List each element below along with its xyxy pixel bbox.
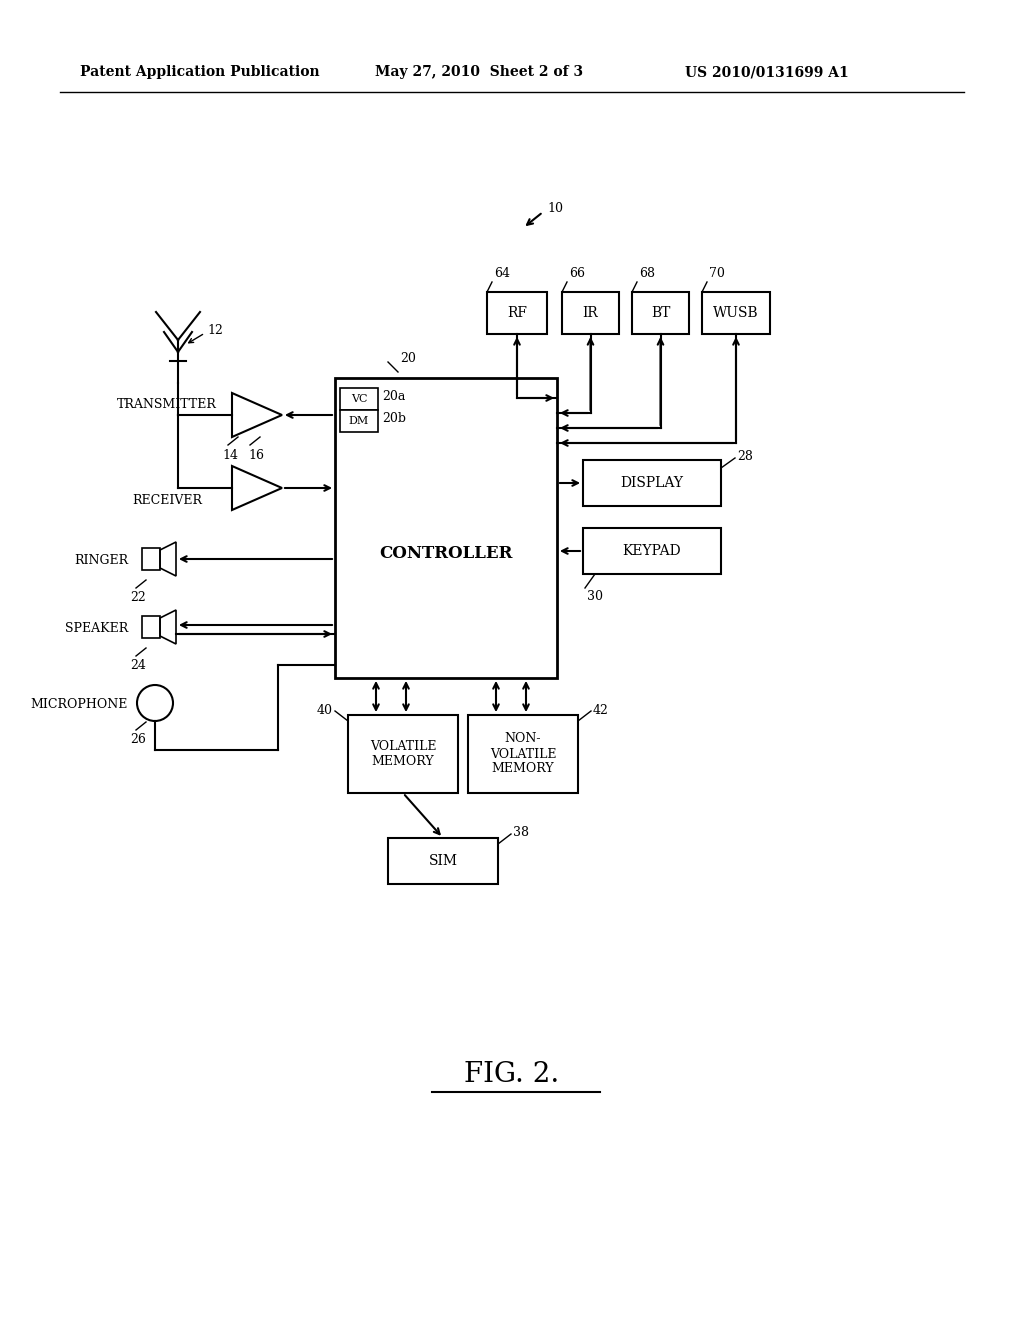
Bar [142, 548, 160, 570]
Text: 42: 42 [593, 704, 609, 717]
Text: 20: 20 [400, 351, 416, 364]
Text: 24: 24 [130, 659, 145, 672]
Bar [468, 715, 578, 793]
Text: 22: 22 [130, 591, 145, 605]
Text: WUSB: WUSB [713, 306, 759, 319]
Text: 10: 10 [547, 202, 563, 214]
Text: 26: 26 [130, 733, 145, 746]
Bar [142, 616, 160, 638]
Text: MICROPHONE: MICROPHONE [31, 698, 128, 711]
Bar [583, 528, 721, 574]
Text: 64: 64 [494, 267, 510, 280]
Bar [562, 292, 618, 334]
Bar [335, 378, 557, 678]
Text: 20b: 20b [382, 412, 406, 425]
Bar [632, 292, 689, 334]
Text: 20a: 20a [382, 391, 406, 404]
Text: 28: 28 [737, 450, 753, 463]
Text: 38: 38 [513, 826, 529, 840]
Text: KEYPAD: KEYPAD [623, 544, 681, 558]
Text: May 27, 2010  Sheet 2 of 3: May 27, 2010 Sheet 2 of 3 [375, 65, 583, 79]
Text: VC: VC [351, 393, 368, 404]
Text: TRANSMITTER: TRANSMITTER [117, 399, 217, 412]
Text: 16: 16 [248, 449, 264, 462]
Text: RECEIVER: RECEIVER [132, 494, 202, 507]
Text: 66: 66 [569, 267, 585, 280]
Text: IR: IR [583, 306, 598, 319]
Text: NON-
VOLATILE
MEMORY: NON- VOLATILE MEMORY [489, 733, 556, 776]
Bar [388, 838, 498, 884]
Text: FIG. 2.: FIG. 2. [464, 1061, 560, 1089]
Text: 70: 70 [709, 267, 725, 280]
Text: RINGER: RINGER [74, 553, 128, 566]
Text: Patent Application Publication: Patent Application Publication [80, 65, 319, 79]
Text: 40: 40 [317, 704, 333, 717]
Bar [348, 715, 458, 793]
Bar [702, 292, 770, 334]
Text: DISPLAY: DISPLAY [621, 477, 683, 490]
Bar [487, 292, 547, 334]
Text: RF: RF [507, 306, 527, 319]
Text: VOLATILE
MEMORY: VOLATILE MEMORY [370, 741, 436, 768]
Bar [340, 388, 378, 411]
Text: CONTROLLER: CONTROLLER [379, 544, 513, 561]
Bar [340, 411, 378, 432]
Text: DM: DM [349, 416, 369, 426]
Text: BT: BT [651, 306, 670, 319]
Text: 30: 30 [587, 590, 603, 603]
Text: 14: 14 [222, 449, 238, 462]
Text: 68: 68 [639, 267, 655, 280]
Text: 12: 12 [207, 325, 223, 338]
Bar [583, 459, 721, 506]
Text: US 2010/0131699 A1: US 2010/0131699 A1 [685, 65, 849, 79]
Text: SIM: SIM [428, 854, 458, 869]
Text: SPEAKER: SPEAKER [65, 622, 128, 635]
